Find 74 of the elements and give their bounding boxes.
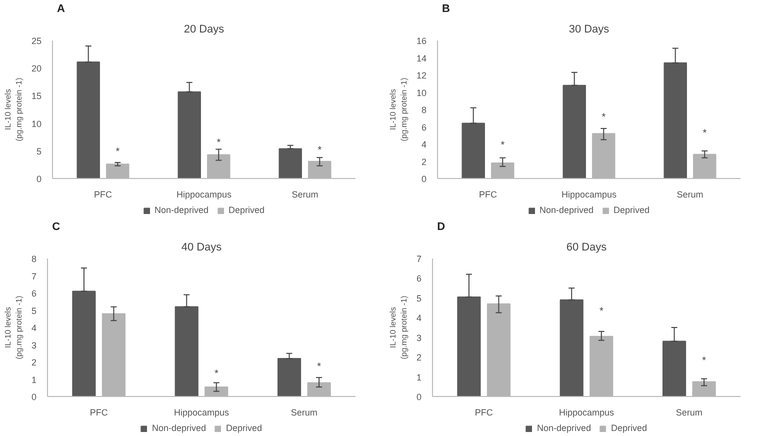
y-tick-label: 0 <box>421 174 427 184</box>
y-tick-label: 0 <box>36 174 42 184</box>
legend-label: Non-deprived <box>539 205 594 215</box>
y-tick-label: 4 <box>416 313 422 324</box>
y-tick-label: 3 <box>31 340 37 350</box>
y-tick-label: 1 <box>416 372 422 382</box>
x-tick-label: Hippocampus <box>174 408 230 418</box>
y-tick-label: 8 <box>31 254 37 264</box>
y-tick-label: 6 <box>421 122 427 132</box>
y-tick-label: 25 <box>31 36 42 46</box>
annotation: * <box>318 144 322 156</box>
y-tick-label: 3 <box>416 332 422 343</box>
x-tick-label: Hippocampus <box>561 190 618 200</box>
y-axis-title: IL-10 levels (pg.mg protein -1) <box>388 77 408 142</box>
annotation: * <box>214 368 218 380</box>
y-tick-label: 10 <box>416 88 427 98</box>
x-tick-label: PFC <box>90 408 108 418</box>
y-tick-label: 14 <box>416 53 427 64</box>
x-tick-label: Hippocampus <box>176 190 232 200</box>
chart-title: 20 Days <box>184 24 225 36</box>
y-axis-title: IL-10 levels (pg.mg protein -1) <box>4 295 24 360</box>
y-tick-label: 2 <box>31 358 37 368</box>
y-axis-title: IL-10 levels (pg.mg protein -1) <box>388 295 408 360</box>
x-tick-label: Serum <box>290 408 318 418</box>
chart-title: 30 Days <box>568 24 610 36</box>
x-tick-label: Serum <box>676 190 704 200</box>
y-tick-label: 5 <box>416 293 422 304</box>
annotation: * <box>216 138 221 149</box>
y-tick-label: 5 <box>36 146 42 156</box>
x-tick-label: Hippocampus <box>558 408 615 418</box>
y-tick-label: 4 <box>31 323 37 333</box>
y-tick-label: 15 <box>31 91 42 102</box>
y-tick-label: 12 <box>416 70 427 80</box>
annotation: * <box>599 306 604 318</box>
y-tick-label: 5 <box>31 306 37 316</box>
legend-label: Non-deprived <box>152 423 206 433</box>
y-tick-label: 2 <box>421 156 427 167</box>
text: B <box>442 2 450 15</box>
y-tick-label: 16 <box>416 36 427 46</box>
y-tick-label: 0 <box>31 392 37 402</box>
legend-label: Deprived <box>611 423 648 433</box>
y-tick-label: 1 <box>31 374 37 385</box>
legend-label: Deprived <box>228 205 265 215</box>
legend-label: Non-deprived <box>536 423 591 433</box>
x-tick-label: PFC <box>479 190 498 200</box>
text: C <box>52 220 60 233</box>
y-tick-label: 10 <box>31 118 42 129</box>
y-tick-label: 6 <box>416 274 422 284</box>
y-tick-label: 0 <box>416 392 422 402</box>
annotation: * <box>116 146 120 158</box>
text: A <box>57 2 66 15</box>
annotation: * <box>500 140 505 152</box>
chart-title: 40 Days <box>181 242 222 254</box>
x-tick-label: Serum <box>676 408 702 418</box>
chart-title: 60 Days <box>566 242 608 254</box>
y-tick-label: 6 <box>31 288 37 298</box>
y-tick-label: 7 <box>31 271 37 282</box>
legend-label: Deprived <box>614 205 650 215</box>
x-tick-label: PFC <box>94 190 112 200</box>
annotation: * <box>317 362 322 373</box>
annotation: * <box>702 356 706 367</box>
y-tick-label: 20 <box>31 64 42 74</box>
y-tick-label: 8 <box>421 105 427 115</box>
text: D <box>437 220 446 233</box>
y-tick-label: 2 <box>416 352 422 363</box>
y-tick-label: 7 <box>416 254 422 264</box>
y-tick-label: 4 <box>421 140 427 150</box>
legend-label: Deprived <box>226 423 262 433</box>
x-tick-label: PFC <box>474 408 494 418</box>
annotation: * <box>702 128 707 140</box>
legend-label: Non-deprived <box>154 205 208 215</box>
y-axis-title: IL-10 levels (pg.mg protein -1) <box>4 77 24 142</box>
annotation: * <box>602 112 606 123</box>
x-tick-label: Serum <box>292 190 318 200</box>
